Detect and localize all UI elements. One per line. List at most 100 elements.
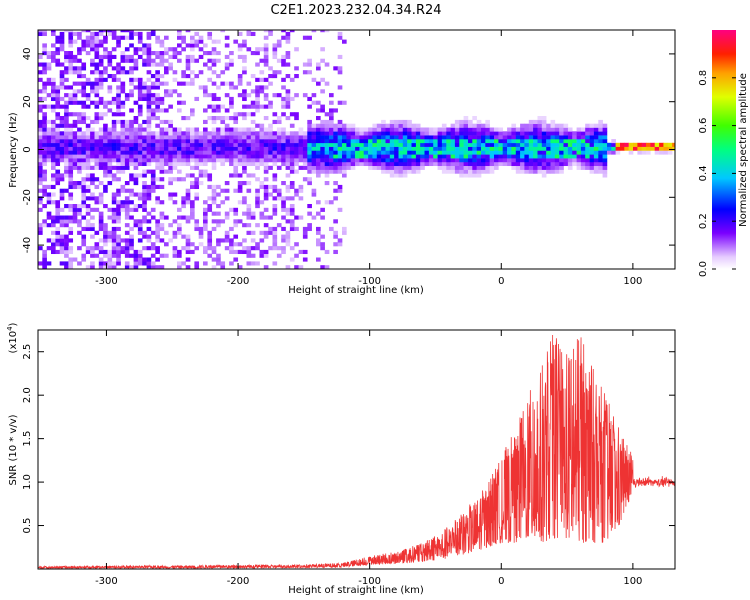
heatmap-cell <box>520 131 525 136</box>
heatmap-cell <box>272 161 278 167</box>
heatmap-cell <box>355 139 360 144</box>
heatmap-cell <box>172 77 178 82</box>
heatmap-cell <box>116 188 121 193</box>
heatmap-cell <box>289 146 295 151</box>
heatmap-cell <box>111 135 117 140</box>
heatmap-cell <box>546 142 551 147</box>
heatmap-cell <box>129 200 134 205</box>
heatmap-cell <box>537 165 543 170</box>
heatmap-cell <box>537 131 543 136</box>
heatmap-cell <box>116 135 121 140</box>
heatmap-cell <box>172 139 178 144</box>
heatmap-cell <box>224 215 230 220</box>
heatmap-cell <box>329 169 334 174</box>
heatmap-cell <box>185 127 191 132</box>
heatmap-cell <box>77 58 82 63</box>
heatmap-cell <box>111 96 117 102</box>
heatmap-cell <box>659 150 664 155</box>
heatmap-cell <box>177 81 182 86</box>
heatmap-cell <box>137 226 143 232</box>
heatmap-cell <box>255 100 260 105</box>
heatmap-cell <box>233 234 239 239</box>
heatmap-cell <box>385 142 391 147</box>
heatmap-cell <box>289 142 295 147</box>
heatmap-cell <box>64 204 69 209</box>
heatmap-cell <box>142 43 147 48</box>
heatmap-cell <box>133 119 139 125</box>
heatmap-cell <box>98 200 104 205</box>
heatmap-cell <box>355 146 360 151</box>
heatmap-cell <box>324 165 330 170</box>
heatmap-cell <box>229 62 234 67</box>
heatmap-cell <box>268 104 273 109</box>
heatmap-cell <box>294 142 299 147</box>
heatmap-cell <box>81 146 87 151</box>
heatmap-cell <box>229 154 234 159</box>
heatmap-cell <box>124 207 130 212</box>
heatmap-cell <box>424 135 430 140</box>
heatmap-cell <box>137 257 143 262</box>
heatmap-cell <box>255 177 260 182</box>
heatmap-cell <box>181 158 186 163</box>
heatmap-cell <box>90 261 95 266</box>
heatmap-cell <box>181 154 186 159</box>
heatmap-cell <box>337 139 343 144</box>
heatmap-cell <box>311 169 317 174</box>
heatmap-cell <box>164 127 169 132</box>
heatmap-cell <box>137 93 143 98</box>
heatmap-cell <box>524 158 530 163</box>
heatmap-cell <box>129 54 134 60</box>
heatmap-cell <box>368 158 373 163</box>
heatmap-cell <box>298 188 304 193</box>
heatmap-cell <box>51 58 56 63</box>
heatmap-cell <box>64 249 69 255</box>
heatmap-cell <box>185 238 191 243</box>
heatmap-cell <box>81 81 87 86</box>
heatmap-cell <box>572 131 577 136</box>
heatmap-cell <box>107 238 113 243</box>
heatmap-cell <box>246 223 252 228</box>
heatmap-cell <box>111 165 117 170</box>
heatmap-cell <box>580 161 586 167</box>
heatmap-cell <box>190 139 195 144</box>
heatmap-cell <box>172 89 178 94</box>
heatmap-cell <box>59 123 65 128</box>
heatmap-cell <box>263 150 269 155</box>
heatmap-cell <box>263 249 269 255</box>
heatmap-cell <box>172 70 178 75</box>
heatmap-cell <box>476 119 482 125</box>
heatmap-cell <box>246 146 252 151</box>
heatmap-cell <box>185 135 191 140</box>
heatmap-cell <box>116 177 121 182</box>
heatmap-cell <box>150 93 156 98</box>
heatmap-cell <box>394 146 399 151</box>
heatmap-cell <box>224 135 230 140</box>
heatmap-cell <box>72 96 78 102</box>
heatmap-cell <box>554 123 560 128</box>
heatmap-cell <box>398 161 404 167</box>
heatmap-cell <box>237 188 243 193</box>
heatmap-cell <box>268 135 273 140</box>
heatmap-cell <box>198 54 204 60</box>
heatmap-cell <box>355 131 360 136</box>
heatmap-cell <box>298 196 304 201</box>
heatmap-cell <box>489 169 495 174</box>
heatmap-cell <box>159 127 165 132</box>
heatmap-cell <box>68 246 74 251</box>
heatmap-cell <box>211 184 217 190</box>
heatmap-cell <box>103 35 108 40</box>
heatmap-cell <box>59 177 65 182</box>
heatmap-cell <box>46 142 52 147</box>
heatmap-cell <box>207 139 213 144</box>
heatmap-cell <box>164 135 169 140</box>
heatmap-cell <box>598 169 603 174</box>
heatmap-cell <box>520 161 525 167</box>
heatmap-cell <box>155 200 160 205</box>
heatmap-cell <box>572 142 577 147</box>
heatmap-cell <box>51 104 56 109</box>
heatmap-cell <box>146 150 152 155</box>
heatmap-cell <box>198 230 204 235</box>
heatmap-cell <box>324 161 330 167</box>
heatmap-cell <box>129 265 134 269</box>
heatmap-cell <box>402 146 408 151</box>
